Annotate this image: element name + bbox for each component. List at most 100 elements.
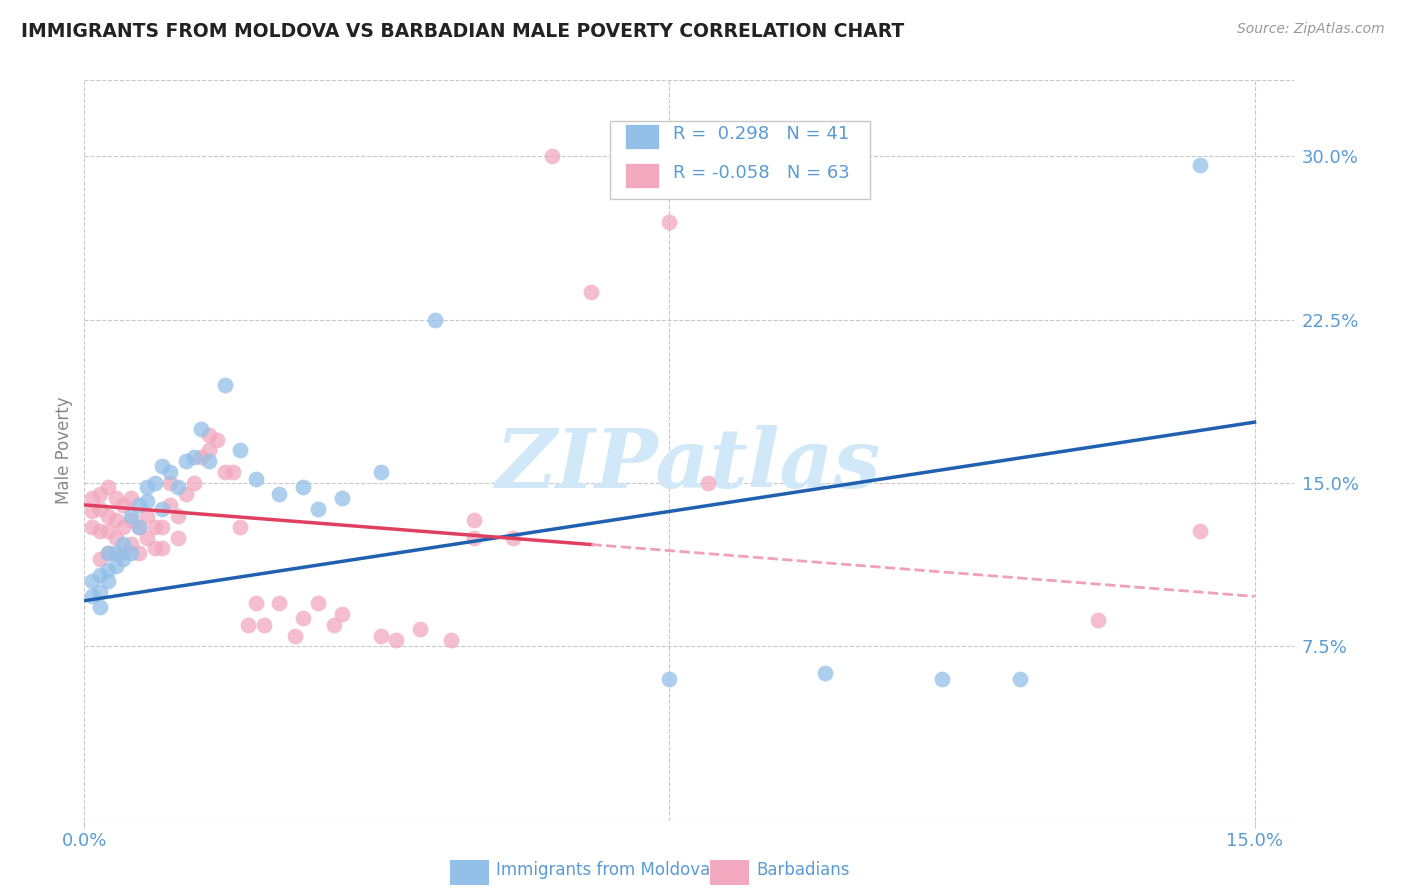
Point [82, 519, 104, 533]
Point [370, 465, 392, 479]
Point [159, 476, 181, 491]
Point [120, 537, 142, 551]
Point [150, 541, 173, 556]
Point [104, 558, 127, 573]
Point [82, 590, 104, 604]
Point [104, 546, 127, 560]
Text: R = -0.058   N = 63: R = -0.058 N = 63 [673, 164, 851, 182]
Point [463, 531, 485, 545]
Point [198, 428, 221, 442]
Point [89, 524, 111, 538]
Point [284, 628, 307, 642]
Point [120, 508, 142, 523]
Point [128, 498, 150, 512]
FancyBboxPatch shape [624, 124, 659, 149]
Point [697, 476, 720, 491]
Point [190, 450, 212, 464]
Point [135, 531, 157, 545]
Point [253, 617, 276, 632]
Point [167, 481, 190, 495]
Point [198, 443, 221, 458]
Point [128, 546, 150, 560]
Point [120, 491, 142, 506]
Point [245, 596, 267, 610]
Point [229, 519, 252, 533]
Point [135, 508, 157, 523]
Point [97, 546, 120, 560]
Text: Immigrants from Moldova: Immigrants from Moldova [496, 861, 710, 879]
Point [128, 519, 150, 533]
Point [198, 454, 221, 468]
Point [425, 313, 447, 327]
Point [229, 443, 252, 458]
Text: R =  0.298   N = 41: R = 0.298 N = 41 [673, 126, 849, 144]
Point [128, 519, 150, 533]
FancyBboxPatch shape [624, 162, 659, 187]
Point [658, 672, 681, 686]
Point [214, 378, 236, 392]
Point [82, 504, 104, 518]
Point [291, 481, 314, 495]
Point [104, 531, 127, 545]
Point [238, 617, 260, 632]
Point [89, 502, 111, 516]
Point [214, 465, 236, 479]
Point [97, 481, 120, 495]
Point [205, 433, 228, 447]
Point [307, 502, 329, 516]
Point [269, 487, 291, 501]
Point [89, 600, 111, 615]
Point [931, 672, 953, 686]
Point [440, 632, 463, 647]
Point [120, 513, 142, 527]
Point [112, 498, 135, 512]
Point [1188, 158, 1211, 172]
Point [150, 519, 173, 533]
Point [150, 502, 173, 516]
Point [112, 537, 135, 551]
Point [112, 519, 135, 533]
Point [269, 596, 291, 610]
Point [307, 596, 329, 610]
Point [167, 531, 190, 545]
Point [174, 487, 197, 501]
Point [104, 513, 127, 527]
Point [245, 472, 267, 486]
Point [97, 508, 120, 523]
Point [89, 585, 111, 599]
Text: Barbadians: Barbadians [756, 861, 851, 879]
FancyBboxPatch shape [610, 121, 870, 199]
Point [1188, 524, 1211, 538]
Point [82, 574, 104, 588]
Point [541, 149, 564, 163]
Point [143, 541, 166, 556]
Point [190, 422, 212, 436]
Point [330, 607, 353, 621]
Point [89, 552, 111, 566]
Point [97, 524, 120, 538]
Text: IMMIGRANTS FROM MOLDOVA VS BARBADIAN MALE POVERTY CORRELATION CHART: IMMIGRANTS FROM MOLDOVA VS BARBADIAN MAL… [21, 22, 904, 41]
Point [159, 498, 181, 512]
Point [150, 458, 173, 473]
Point [581, 285, 603, 299]
Point [463, 513, 485, 527]
Point [409, 622, 432, 636]
Point [167, 508, 190, 523]
Point [159, 465, 181, 479]
Point [658, 215, 681, 229]
Point [120, 546, 142, 560]
Point [143, 519, 166, 533]
Y-axis label: Male Poverty: Male Poverty [55, 397, 73, 504]
Point [1010, 672, 1032, 686]
Point [183, 476, 205, 491]
Text: ZIPatlas: ZIPatlas [496, 425, 882, 505]
Point [82, 491, 104, 506]
Point [502, 531, 524, 545]
Point [183, 450, 205, 464]
Point [814, 665, 837, 680]
Point [104, 491, 127, 506]
Text: Source: ZipAtlas.com: Source: ZipAtlas.com [1237, 22, 1385, 37]
Point [135, 481, 157, 495]
Point [323, 617, 346, 632]
Point [89, 567, 111, 582]
